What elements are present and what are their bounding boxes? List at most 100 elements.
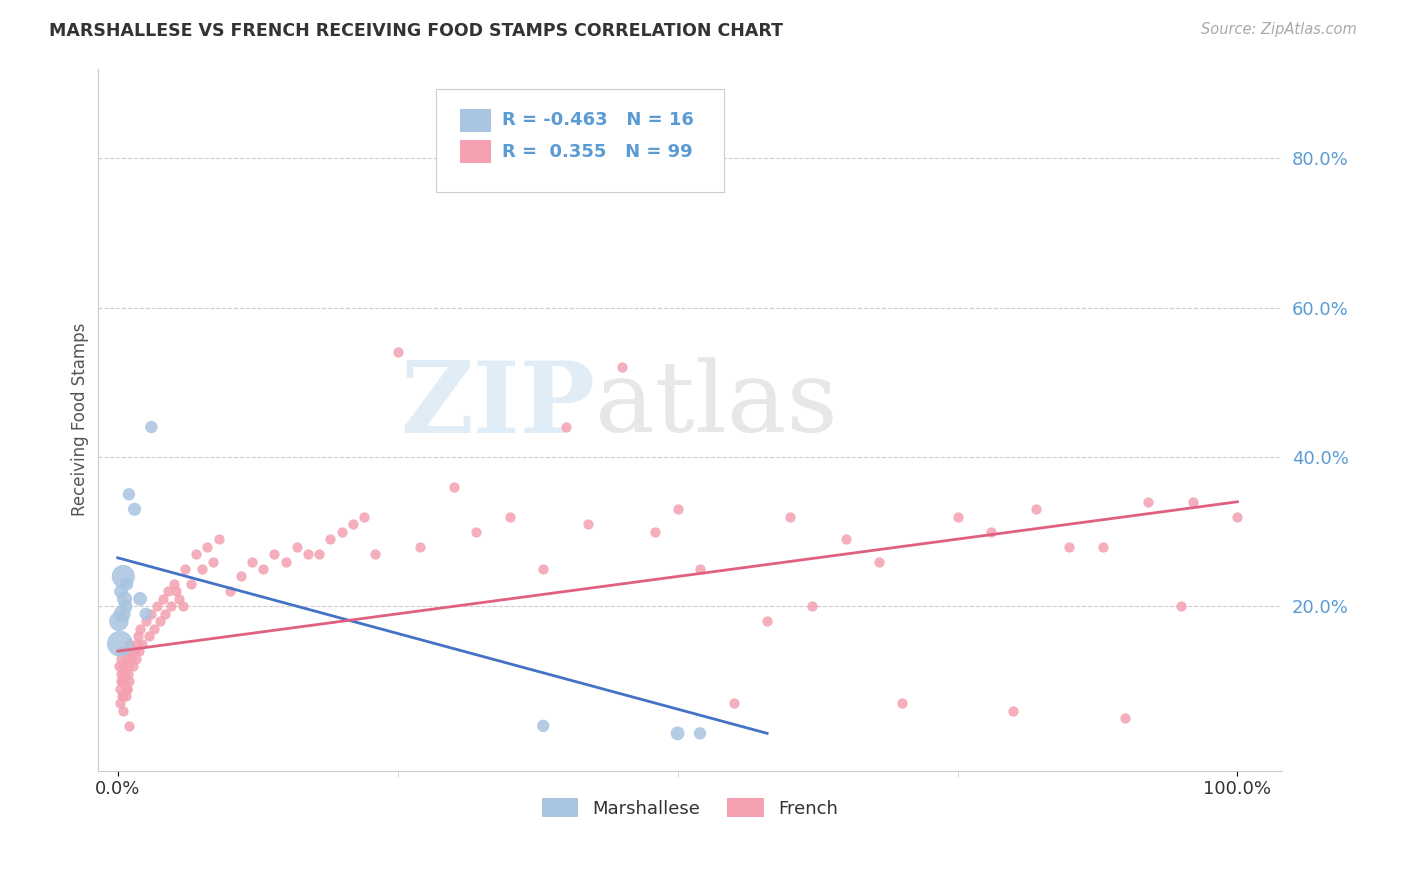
Point <box>111 689 134 703</box>
Point <box>946 509 969 524</box>
Point <box>465 524 488 539</box>
Point <box>756 615 779 629</box>
Point <box>319 532 342 546</box>
Point <box>112 569 135 583</box>
Point <box>190 562 212 576</box>
Point <box>120 651 142 665</box>
Point <box>111 644 134 658</box>
Point <box>274 555 297 569</box>
Point <box>153 607 176 621</box>
Point <box>531 719 554 733</box>
Point <box>169 591 191 606</box>
Point <box>131 637 153 651</box>
Point <box>128 644 150 658</box>
Point <box>644 524 666 539</box>
Point <box>263 547 285 561</box>
Point <box>689 726 711 740</box>
Point <box>554 420 576 434</box>
Point <box>124 502 146 516</box>
Point <box>122 659 145 673</box>
Point <box>1226 509 1249 524</box>
Legend: Marshallese, French: Marshallese, French <box>534 791 845 825</box>
Point <box>142 622 165 636</box>
Point <box>108 681 131 696</box>
Point <box>118 487 141 501</box>
Point <box>834 532 856 546</box>
Point <box>1170 599 1192 614</box>
Point <box>666 502 689 516</box>
Point <box>868 555 890 569</box>
Point <box>157 584 180 599</box>
Point <box>114 599 136 614</box>
Point <box>112 704 135 718</box>
Point <box>111 607 134 621</box>
Point <box>129 622 152 636</box>
Point <box>1002 704 1025 718</box>
Point <box>114 674 136 689</box>
Text: atlas: atlas <box>595 358 838 453</box>
Point <box>1025 502 1047 516</box>
Point <box>118 637 141 651</box>
Point <box>135 607 157 621</box>
Point <box>890 697 912 711</box>
Point <box>127 629 149 643</box>
Point <box>689 562 711 576</box>
Point <box>115 644 138 658</box>
Point <box>152 591 174 606</box>
Point <box>112 659 135 673</box>
Point <box>218 584 240 599</box>
Point <box>118 674 141 689</box>
Point <box>172 599 194 614</box>
Point <box>138 629 160 643</box>
Point <box>141 607 163 621</box>
Point <box>342 517 364 532</box>
Point <box>115 577 138 591</box>
Point <box>201 555 224 569</box>
Text: MARSHALLESE VS FRENCH RECEIVING FOOD STAMPS CORRELATION CHART: MARSHALLESE VS FRENCH RECEIVING FOOD STA… <box>49 22 783 40</box>
Point <box>117 659 139 673</box>
Point <box>111 674 134 689</box>
Point <box>108 637 131 651</box>
Point <box>443 480 465 494</box>
Point <box>387 345 409 359</box>
Point <box>1181 495 1204 509</box>
Point <box>240 555 263 569</box>
Point <box>124 651 146 665</box>
Text: R = -0.463   N = 16: R = -0.463 N = 16 <box>502 112 693 129</box>
Point <box>108 697 131 711</box>
Point <box>129 591 152 606</box>
Point <box>980 524 1002 539</box>
Point <box>800 599 823 614</box>
Point <box>114 666 136 681</box>
Point <box>531 562 554 576</box>
Point <box>1059 540 1081 554</box>
Point <box>135 615 157 629</box>
Point <box>1136 495 1159 509</box>
Point <box>163 577 186 591</box>
Point <box>115 681 138 696</box>
Text: R =  0.355   N = 99: R = 0.355 N = 99 <box>502 143 693 161</box>
Text: Source: ZipAtlas.com: Source: ZipAtlas.com <box>1201 22 1357 37</box>
Point <box>285 540 308 554</box>
Point <box>229 569 252 583</box>
Point <box>146 599 169 614</box>
Point <box>125 637 148 651</box>
Point <box>297 547 319 561</box>
Y-axis label: Receiving Food Stamps: Receiving Food Stamps <box>72 323 89 516</box>
Point <box>141 420 163 434</box>
Point <box>114 689 136 703</box>
Point <box>179 577 201 591</box>
Point <box>165 584 187 599</box>
Point <box>114 651 136 665</box>
Point <box>1114 711 1136 725</box>
Point <box>115 681 138 696</box>
Point <box>108 659 131 673</box>
Point <box>353 509 375 524</box>
Point <box>112 689 135 703</box>
Point <box>723 697 745 711</box>
Point <box>207 532 229 546</box>
Point <box>330 524 353 539</box>
Point <box>252 562 274 576</box>
Point <box>610 360 633 375</box>
Point <box>364 547 387 561</box>
